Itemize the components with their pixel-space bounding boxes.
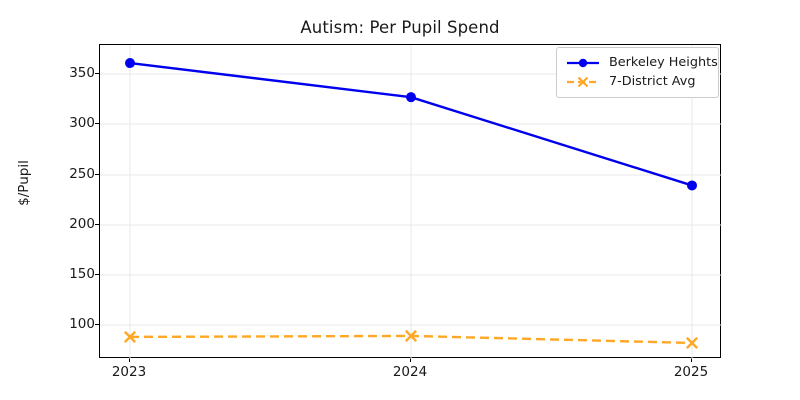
legend-swatch-line-solid (567, 58, 599, 67)
y-tick-mark-200 (95, 224, 99, 226)
data-point-marker[interactable] (123, 330, 137, 343)
y-tick-label-150: 150 (69, 266, 95, 282)
legend-swatch-line-dashed (567, 76, 599, 87)
y-tick-label-200: 200 (69, 216, 95, 232)
y-tick-label-250: 250 (69, 166, 95, 182)
plot-svg (100, 45, 722, 359)
y-tick-label-350: 350 (69, 65, 95, 81)
chart-legend: Berkeley Heights 7-District Avg (556, 47, 719, 98)
legend-item-berkeley-heights[interactable]: Berkeley Heights (565, 53, 718, 72)
x-tick-mark-2024 (410, 358, 412, 362)
legend-item-7-district-avg[interactable]: 7-District Avg (565, 72, 710, 91)
x-tick-mark-2025 (691, 358, 693, 362)
y-tick-label-100: 100 (69, 316, 95, 332)
x-tick-label-2024: 2024 (392, 364, 428, 380)
y-tick-label-300: 300 (69, 115, 95, 131)
data-point-marker[interactable] (685, 336, 699, 349)
x-tick-label-2023: 2023 (111, 364, 147, 380)
data-point-marker[interactable] (404, 329, 418, 342)
x-tick-label-2025: 2025 (673, 364, 709, 380)
chart-title: Autism: Per Pupil Spend (300, 18, 500, 37)
y-axis-label: $/Pupil (16, 160, 32, 206)
data-series-layer (123, 58, 699, 349)
data-point-marker[interactable] (687, 180, 697, 191)
data-point-marker[interactable] (125, 58, 135, 69)
y-tick-mark-300 (95, 123, 99, 125)
y-tick-mark-100 (95, 324, 99, 326)
y-axis: 350 300 250 200 150 100 (0, 0, 95, 400)
data-point-marker[interactable] (406, 92, 416, 103)
legend-label-berkeley-heights: Berkeley Heights (609, 55, 718, 70)
series-1 (125, 58, 697, 191)
y-tick-mark-150 (95, 274, 99, 276)
y-tick-mark-250 (95, 174, 99, 176)
series-2 (123, 329, 699, 349)
y-tick-mark-350 (95, 73, 99, 75)
x-tick-mark-2023 (129, 358, 131, 362)
legend-label-7-district-avg: 7-District Avg (609, 74, 696, 89)
